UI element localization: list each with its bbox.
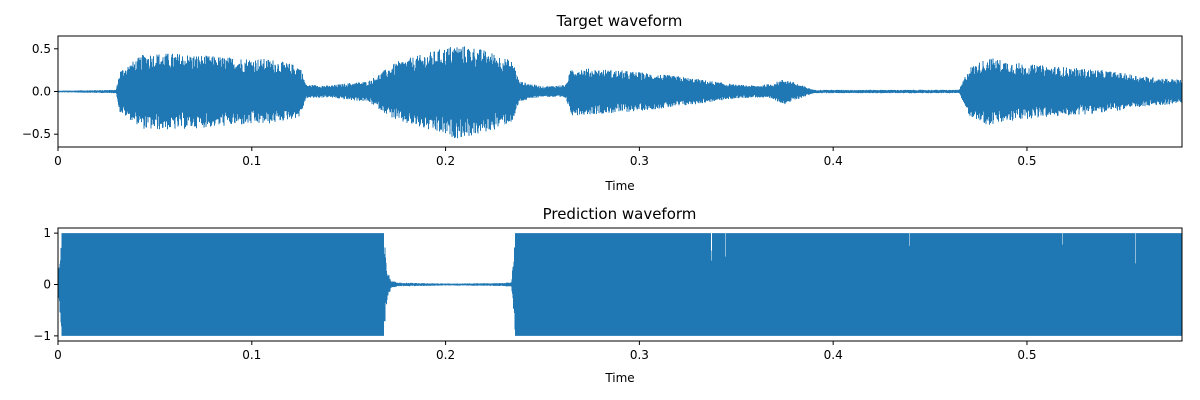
x-tick-label: 0 [54,154,62,168]
x-tick-label: 0.5 [1017,154,1036,168]
prediction-waveform-series [58,233,1182,336]
y-tick-label: −0.5 [22,127,51,141]
prediction-waveform-title: Prediction waveform [543,205,697,223]
prediction-x-ticks: 0 0.1 0.2 0.3 0.4 0.5 [54,341,1037,362]
prediction-x-axis-label: Time [604,371,634,385]
target-waveform-panel: Target waveform 0 0.1 0.2 0.3 0.4 0.5 0.5 0.0 −… [22,12,1183,193]
target-waveform-series [58,46,1182,139]
x-tick-label: 0.1 [242,348,261,362]
x-tick-label: 0.3 [630,348,649,362]
x-tick-label: 0.4 [824,154,843,168]
target-x-ticks: 0 0.1 0.2 0.3 0.4 0.5 [54,147,1037,168]
x-tick-label: 0.4 [824,348,843,362]
target-waveform-title: Target waveform [556,12,683,30]
y-tick-label: 0 [43,278,51,292]
prediction-waveform-panel: Prediction waveform 0 0.1 0.2 0.3 0.4 0.5 10−… [33,205,1183,385]
x-tick-label: 0.2 [436,154,455,168]
target-x-axis-label: Time [604,179,634,193]
y-tick-label: −1 [33,329,51,343]
x-tick-label: 0.3 [630,154,649,168]
target-y-ticks: 0.5 0.0 −0.5 [22,42,58,141]
x-tick-label: 0.2 [436,348,455,362]
y-tick-label: 0.5 [32,42,51,56]
y-tick-label: 0.0 [32,85,51,99]
x-tick-label: 0.5 [1017,348,1036,362]
x-tick-label: 0 [54,348,62,362]
prediction-y-ticks: 1 0 −1 [33,226,58,343]
x-tick-label: 0.1 [242,154,261,168]
y-tick-label: 1 [43,226,51,240]
